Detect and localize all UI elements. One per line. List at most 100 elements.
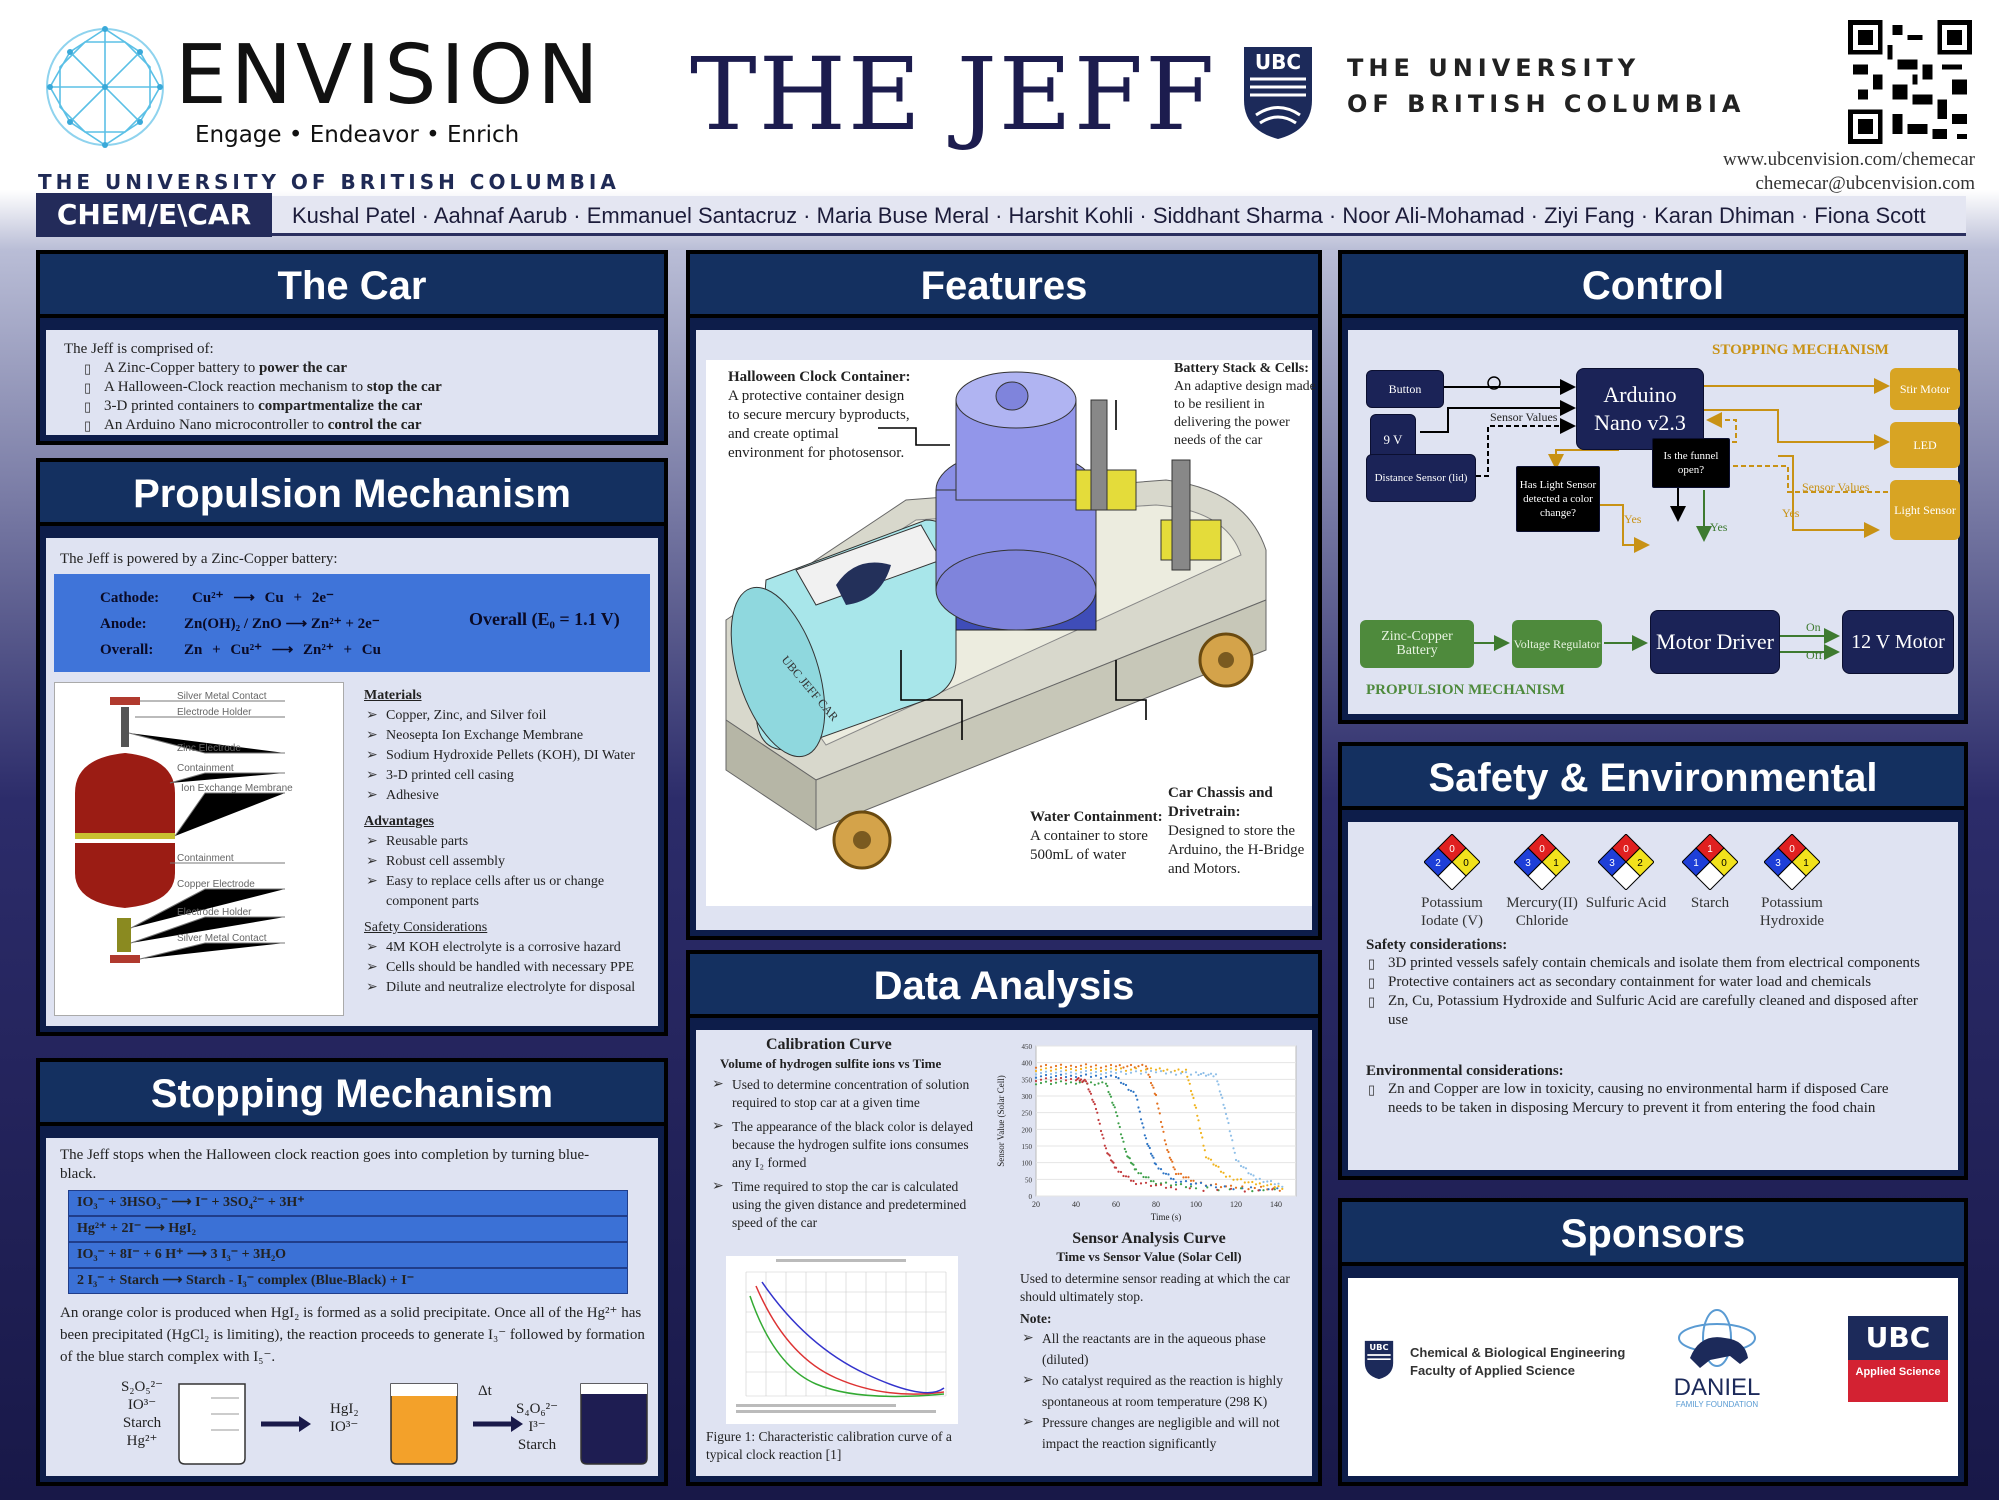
- data-point: [1074, 1069, 1078, 1072]
- data-point: [1162, 1069, 1165, 1072]
- data-point: [1083, 1078, 1086, 1081]
- data-point: [1102, 1137, 1105, 1140]
- daniel-name: DANIEL: [1673, 1374, 1761, 1401]
- data-point: [1169, 1071, 1173, 1074]
- data-point: [1049, 1069, 1053, 1072]
- stopping-explanation: An orange color is produced when HgI₂ is…: [60, 1305, 645, 1365]
- arrow-2-head: [511, 1416, 523, 1432]
- beaker-empty: [178, 1383, 246, 1465]
- upper-containment: [75, 753, 175, 833]
- safety-title: Safety Considerations: [364, 920, 488, 935]
- button-node: Button: [1366, 370, 1444, 408]
- email-link[interactable]: chemecar@ubcenvision.com: [1755, 173, 1975, 194]
- materials-list: Copper, Zinc, and Silver foil Neosepta I…: [364, 706, 654, 806]
- data-point: [1144, 1137, 1148, 1140]
- data-point: [1209, 1158, 1213, 1161]
- data-point: [1124, 1083, 1128, 1087]
- data-point: [1156, 1102, 1159, 1105]
- data-point: [1194, 1106, 1198, 1109]
- sensor-values-label-2: Sensor Values: [1802, 480, 1870, 494]
- data-point: [1139, 1182, 1143, 1185]
- data-point: [1069, 1081, 1073, 1084]
- cell-leader-line: [169, 772, 285, 784]
- notes-list: All the reactants are in the aqueous pha…: [1020, 1328, 1310, 1454]
- data-point: [1249, 1173, 1253, 1176]
- data-point: [1146, 1142, 1149, 1146]
- data-point: [1194, 1182, 1198, 1185]
- data-point: [1144, 1071, 1148, 1074]
- data-point: [1117, 1077, 1120, 1080]
- data-point: [1232, 1147, 1235, 1150]
- data-point: [1149, 1180, 1153, 1183]
- data-point: [1237, 1160, 1240, 1163]
- data-point: [1122, 1082, 1125, 1085]
- data-point: [1137, 1065, 1140, 1068]
- data-point: [1089, 1075, 1093, 1078]
- list-item: Reusable parts: [364, 832, 654, 852]
- health-rating: 3: [1609, 858, 1615, 869]
- data-point: [1074, 1082, 1078, 1085]
- data-point: [1193, 1104, 1196, 1107]
- data-point: [1097, 1082, 1100, 1085]
- data-point: [1181, 1070, 1184, 1073]
- beaker-label: Hg²⁺: [126, 1433, 158, 1449]
- health-rating: 2: [1435, 858, 1441, 869]
- data-point: [1214, 1073, 1218, 1076]
- data-point: [1149, 1184, 1153, 1187]
- qr-code[interactable]: [1848, 20, 1972, 144]
- panel-propulsion: Propulsion Mechanism The Jeff is powered…: [36, 458, 668, 1036]
- data-point: [1134, 1182, 1138, 1186]
- data-point: [1202, 1071, 1205, 1075]
- author-bar: [36, 196, 1966, 236]
- data-point: [1221, 1096, 1224, 1099]
- data-point: [1229, 1187, 1233, 1190]
- data-point: [1184, 1186, 1188, 1189]
- data-point: [1189, 1089, 1193, 1093]
- reactivity-rating: 1: [1553, 858, 1559, 869]
- membrane-layer: [75, 833, 175, 839]
- reaction-row: IO₃⁻ + 3HSO₃⁻ ⟶ I⁻ + 3SO₄²⁻ + 3H⁺: [68, 1190, 628, 1216]
- data-point: [1104, 1082, 1108, 1085]
- data-point: [1236, 1178, 1239, 1181]
- data-point: [1108, 1093, 1111, 1096]
- car-intro: The Jeff is comprised of:: [64, 341, 214, 357]
- data-point: [1138, 1110, 1141, 1113]
- data-point: [1189, 1183, 1193, 1186]
- envision-title: ENVISION: [175, 28, 603, 123]
- data-point: [1199, 1131, 1203, 1135]
- data-point: [1219, 1093, 1223, 1096]
- data-point: [1107, 1090, 1110, 1094]
- data-point: [1258, 1182, 1261, 1185]
- yes-label-3: Yes: [1782, 506, 1800, 520]
- data-point: [1096, 1111, 1099, 1114]
- data-point: [1149, 1069, 1153, 1073]
- data-point: [1154, 1071, 1158, 1074]
- data-point: [1251, 1190, 1254, 1193]
- data-point: [1212, 1163, 1215, 1166]
- data-point: [1239, 1187, 1243, 1190]
- cell-leader-line: [128, 732, 285, 754]
- data-point: [1094, 1074, 1098, 1077]
- data-point: [1273, 1188, 1276, 1191]
- delta-t: Δt: [478, 1383, 492, 1399]
- data-point: [1149, 1081, 1153, 1085]
- data-point: [1273, 1186, 1276, 1189]
- website-link[interactable]: www.ubcenvision.com/chemecar: [1722, 149, 1975, 170]
- data-point: [1101, 1081, 1104, 1084]
- beaker3-labels: S₄O₆²⁻ I³⁻ Starch: [516, 1400, 558, 1454]
- stir-motor-node: Stir Motor: [1890, 368, 1960, 410]
- cell-diagram: Silver Metal Contact Electrode Holder Zinc…: [54, 682, 344, 1016]
- data-point: [1202, 1189, 1205, 1192]
- x-tick-label: 60: [1112, 1200, 1120, 1209]
- data-point: [1034, 1079, 1038, 1083]
- data-point: [1129, 1063, 1133, 1067]
- data-point: [1187, 1079, 1190, 1082]
- zinc-electrode-rod: [121, 707, 129, 747]
- data-point: [1124, 1175, 1128, 1178]
- y-tick-label: 400: [1022, 1060, 1033, 1068]
- data-point: [1124, 1072, 1128, 1076]
- data-point: [1247, 1172, 1250, 1175]
- data-point: [1079, 1067, 1083, 1071]
